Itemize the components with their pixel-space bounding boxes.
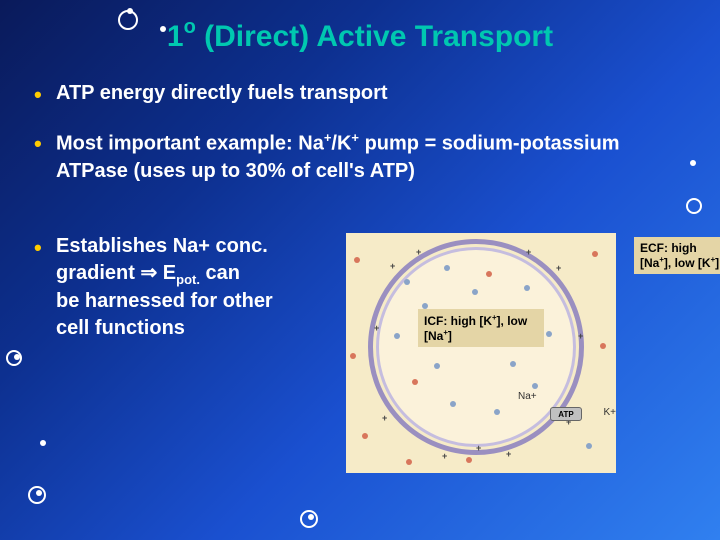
plus-mark-icon: + bbox=[374, 323, 379, 333]
pump-k-label: K+ bbox=[603, 407, 616, 418]
bullet-1-text: ATP energy directly fuels transport bbox=[56, 82, 388, 104]
bubble-ring-icon bbox=[686, 198, 702, 214]
icf-label: ICF: high [K+], low [Na+] bbox=[418, 309, 544, 347]
slide-title: 1o (Direct) Active Transport bbox=[68, 18, 652, 54]
bullet-2: Most important example: Na+/K+ pump = so… bbox=[28, 129, 692, 185]
na-ion-icon bbox=[466, 457, 472, 463]
plus-mark-icon: + bbox=[382, 413, 387, 423]
b3-l2a: gradient bbox=[56, 262, 140, 284]
bubble-dot-icon bbox=[127, 8, 133, 14]
b3-l2c: can bbox=[200, 262, 240, 284]
bullet-3: Establishes Na+ conc. gradient ⇒ Epot. c… bbox=[28, 233, 328, 343]
plus-mark-icon: + bbox=[476, 443, 481, 453]
bullet-1: ATP energy directly fuels transport bbox=[28, 80, 692, 107]
na-ion-icon bbox=[592, 251, 598, 257]
title-rest: (Direct) Active Transport bbox=[204, 20, 553, 53]
cell-diagram: +++++++++++ ICF: high [K+], low [Na+] Na… bbox=[346, 233, 616, 473]
b3-l2b: E bbox=[157, 262, 176, 284]
ecf-mid: ], low [K bbox=[664, 256, 711, 270]
pump-atp-body: ATP bbox=[550, 407, 582, 421]
na-ion-icon bbox=[362, 433, 368, 439]
k-ion-icon bbox=[404, 279, 410, 285]
bullet-list-lower: Establishes Na+ conc. gradient ⇒ Epot. c… bbox=[28, 233, 328, 365]
plus-mark-icon: + bbox=[416, 247, 421, 257]
k-ion-icon bbox=[434, 363, 440, 369]
icf-pre: ICF: high [K bbox=[424, 314, 492, 328]
na-ion-icon bbox=[600, 343, 606, 349]
k-ion-icon bbox=[494, 409, 500, 415]
k-ion-icon bbox=[394, 333, 400, 339]
k-ion-icon bbox=[524, 285, 530, 291]
plus-mark-icon: + bbox=[442, 451, 447, 461]
arrow-icon: ⇒ bbox=[140, 262, 157, 284]
na-ion-icon bbox=[354, 257, 360, 263]
na-ion-icon bbox=[412, 379, 418, 385]
plus-mark-icon: + bbox=[578, 331, 583, 341]
bubble-dot-icon bbox=[14, 354, 20, 360]
ecf-label: ECF: high [Na+], low [K+] bbox=[634, 237, 720, 274]
b3-line3: be harnessed for other bbox=[56, 290, 273, 312]
ecf-end: ] bbox=[715, 256, 719, 270]
k-ion-icon bbox=[444, 265, 450, 271]
plus-mark-icon: + bbox=[526, 247, 531, 257]
pump-na-label: Na+ bbox=[518, 391, 537, 402]
plus-mark-icon: + bbox=[506, 449, 511, 459]
bullet-2-pre: Most important example: Na bbox=[56, 133, 324, 155]
na-ion-icon bbox=[350, 353, 356, 359]
atp-pump: Na+ ATP K+ bbox=[536, 405, 592, 431]
k-sup: + bbox=[351, 130, 359, 145]
b3-line4: cell functions bbox=[56, 317, 185, 339]
icf-end: ] bbox=[448, 329, 452, 343]
k-ion-icon bbox=[510, 361, 516, 367]
bullet-2-slash: /K bbox=[331, 133, 351, 155]
k-ion-icon bbox=[532, 383, 538, 389]
k-ion-icon bbox=[546, 331, 552, 337]
bubble-dot-icon bbox=[308, 514, 314, 520]
epot-sub: pot. bbox=[176, 272, 200, 287]
bubble-dot-icon bbox=[160, 26, 166, 32]
degree-symbol: o bbox=[184, 16, 196, 38]
k-ion-icon bbox=[472, 289, 478, 295]
b3-line1: Establishes Na+ conc. bbox=[56, 235, 268, 257]
k-ion-icon bbox=[450, 401, 456, 407]
na-ion-icon bbox=[406, 459, 412, 465]
bullet-list: ATP energy directly fuels transport Most… bbox=[28, 80, 692, 185]
lower-row: Establishes Na+ conc. gradient ⇒ Epot. c… bbox=[28, 233, 692, 473]
title-prefix: 1 bbox=[167, 20, 184, 53]
k-ion-icon bbox=[586, 443, 592, 449]
bubble-dot-icon bbox=[690, 160, 696, 166]
plus-mark-icon: + bbox=[390, 261, 395, 271]
na-ion-icon bbox=[486, 271, 492, 277]
bubble-dot-icon bbox=[40, 440, 46, 446]
bubble-dot-icon bbox=[36, 490, 42, 496]
plus-mark-icon: + bbox=[556, 263, 561, 273]
